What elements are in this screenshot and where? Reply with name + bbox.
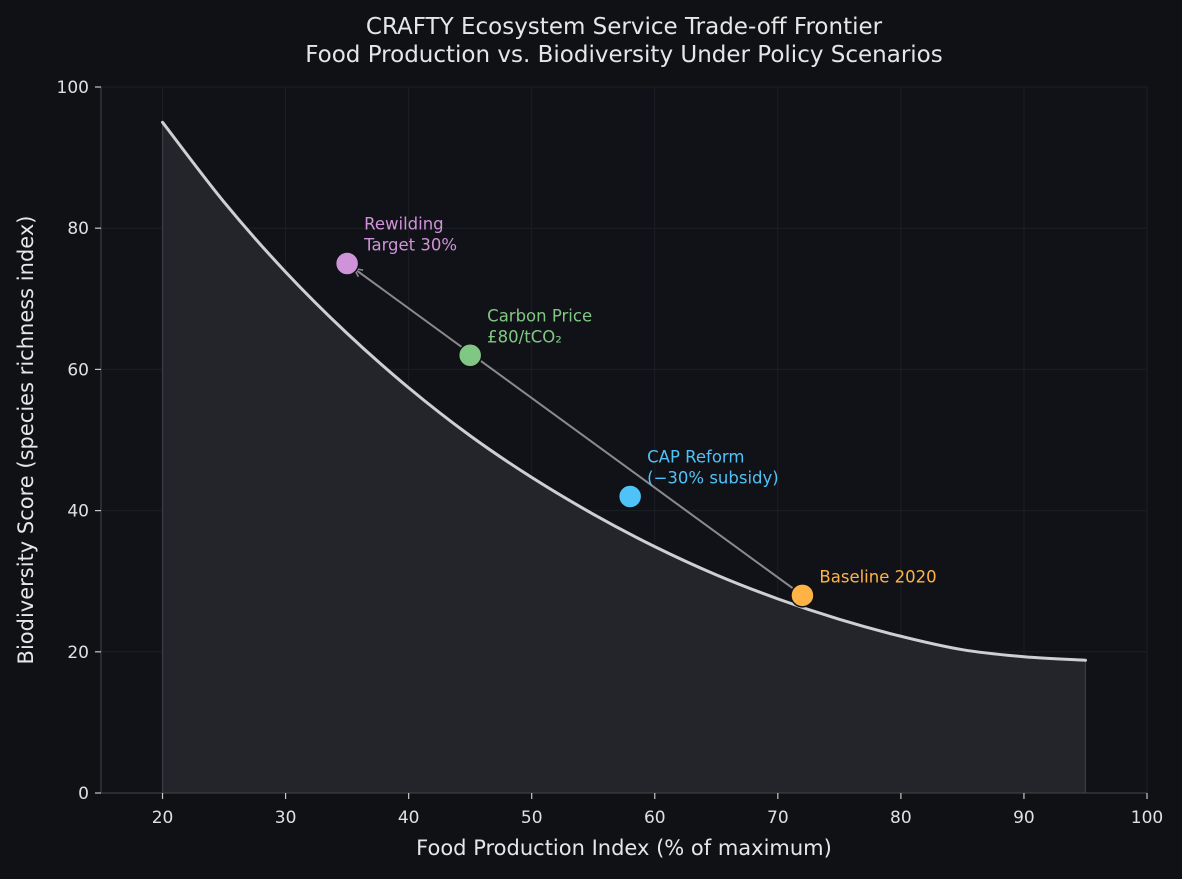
scenario-point[interactable] [617,484,643,509]
x-axis-label: Food Production Index (% of maximum) [416,836,832,860]
x-ticks: 20 30 40 50 60 70 80 90 100 [152,793,1163,828]
scenario-label: £80/tCO₂ [487,327,562,346]
scenario-point[interactable] [790,583,815,608]
scenario-point-group: Carbon Price £80/tCO₂ [457,306,592,368]
x-tick-label: 80 [890,808,912,828]
x-tick-label: 70 [767,808,789,828]
scenario-label: Rewilding [364,215,444,234]
y-ticks: 0 20 40 60 80 100 [57,78,101,804]
scenario-point[interactable] [457,343,483,368]
policy-pathway-arrow [354,269,806,598]
scenario-point-group: CAP Reform (−30% subsidy) [617,447,779,509]
x-tick-label: 30 [275,808,297,828]
y-axis-label: Biodiversity Score (species richness ind… [14,216,38,665]
scenario-point[interactable] [334,251,360,276]
scenario-point-group: Baseline 2020 [790,567,937,608]
y-tick-label: 20 [67,643,89,663]
chart-title: CRAFTY Ecosystem Service Trade-off Front… [366,14,883,40]
scenario-label: (−30% subsidy) [647,468,779,487]
y-tick-label: 40 [67,502,89,522]
x-tick-label: 50 [521,808,543,828]
x-tick-label: 90 [1013,808,1035,828]
y-tick-label: 60 [67,360,89,380]
scenario-label: CAP Reform [647,447,744,466]
x-tick-label: 100 [1131,808,1163,828]
scenario-label: Carbon Price [487,306,592,325]
x-tick-label: 20 [152,808,174,828]
chart-subtitle: Food Production vs. Biodiversity Under P… [305,42,943,68]
x-tick-label: 40 [398,808,420,828]
scenario-label: Baseline 2020 [819,567,936,586]
scenario-points: Baseline 2020 CAP Reform (−30% subsidy) Car… [334,215,937,608]
y-tick-label: 0 [78,784,89,804]
scenario-label: Target 30% [363,236,457,255]
frontier-curve [161,120,1087,662]
scenario-point-group: Rewilding Target 30% [334,215,457,276]
y-tick-label: 80 [67,219,89,239]
y-tick-label: 100 [57,78,89,98]
x-tick-label: 60 [644,808,666,828]
